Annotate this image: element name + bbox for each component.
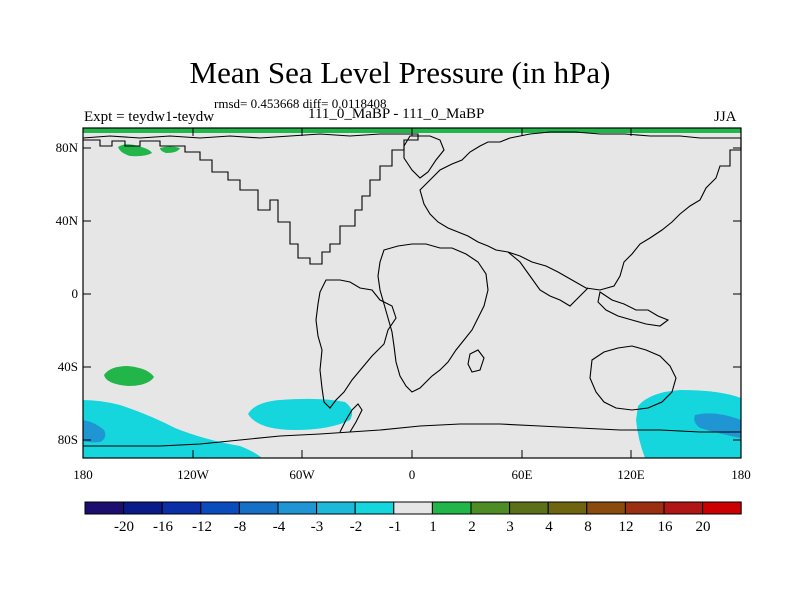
colorbar-swatch <box>238 501 279 515</box>
colorbar-label: -4 <box>272 519 286 535</box>
positive-anomaly-arctic-2 <box>160 146 180 153</box>
negative-anomaly-south-atlantic <box>248 398 353 430</box>
experiment-label: Expt = teydw1-teydw <box>84 109 215 125</box>
negative-anomaly-southwest <box>83 400 262 458</box>
colorbar-label: 8 <box>584 519 592 535</box>
colorbar-swatch <box>393 501 433 515</box>
lon-label-180e: 180 <box>731 467 751 482</box>
colorbar-swatch <box>663 501 704 515</box>
colorbar-label: 4 <box>545 519 553 535</box>
colorbar-label: -2 <box>349 519 363 535</box>
coastline-africa <box>377 243 489 393</box>
lat-label-40n: 40N <box>55 213 78 228</box>
colorbar-label: -8 <box>233 519 247 535</box>
coastline-greenland <box>403 135 445 179</box>
colorbar-label: -20 <box>114 519 134 535</box>
coastline-indonesia <box>597 291 670 327</box>
coastline-south-america <box>315 279 397 409</box>
coastline-antarctica <box>83 423 741 447</box>
positive-anomaly-south-pacific <box>104 366 154 386</box>
colorbar-label: -16 <box>153 519 173 535</box>
coastline-antarctic-peninsula <box>339 403 363 433</box>
colorbar-swatch <box>702 501 742 515</box>
negative-anomaly-southwest-strong <box>83 420 106 443</box>
coastline-madagascar <box>467 349 485 373</box>
colorbar <box>84 501 742 515</box>
colorbar-label: 12 <box>618 519 634 535</box>
lat-label-80n: 80N <box>55 140 78 155</box>
negative-anomaly-southeast <box>636 390 741 458</box>
season-label: JJA <box>714 109 737 125</box>
colorbar-swatch <box>123 501 163 515</box>
colorbar-swatch <box>586 501 626 515</box>
colorbar-swatch <box>316 501 356 515</box>
lon-label-120w: 120W <box>177 467 209 482</box>
colorbar-label: 1 <box>429 519 437 535</box>
lon-label-0: 0 <box>408 467 416 482</box>
colorbar-label: 20 <box>695 519 711 535</box>
lon-label-60w: 60W <box>289 467 315 482</box>
case-label: 111_0_MaBP - 111_0_MaBP <box>308 106 485 122</box>
coastlines <box>82 131 742 447</box>
colorbar-label: -1 <box>388 519 402 535</box>
axis-ticks <box>83 128 741 458</box>
colorbar-label: -12 <box>192 519 212 535</box>
lat-label-0: 0 <box>71 286 79 301</box>
colorbar-swatch <box>470 501 511 515</box>
lat-label-80s: 80S <box>57 432 78 447</box>
colorbar-label: 16 <box>657 519 673 535</box>
lat-label-40s: 40S <box>57 359 78 374</box>
lon-label-180w: 180 <box>73 467 93 482</box>
coastline-australia <box>589 345 677 411</box>
map-background <box>83 128 741 458</box>
colorbar-label: 3 <box>506 519 514 535</box>
lon-label-120e: 120E <box>617 467 645 482</box>
positive-anomaly-arctic-1 <box>118 144 152 157</box>
coastline-eurasia <box>419 131 742 291</box>
colorbar-swatch <box>161 501 202 515</box>
colorbar-label: -3 <box>310 519 324 535</box>
colorbar-swatch <box>547 501 588 515</box>
colorbar-swatch <box>431 501 472 515</box>
colorbar-swatch <box>624 501 665 515</box>
chart-title: Mean Sea Level Pressure (in hPa) <box>189 55 611 90</box>
coastline-asia-south <box>507 251 589 307</box>
colorbar-swatch <box>200 501 240 515</box>
colorbar-swatch <box>354 501 395 515</box>
colorbar-swatch <box>277 501 318 515</box>
colorbar-swatch <box>509 501 549 515</box>
colorbar-label: 2 <box>468 519 476 535</box>
coastline-north-america <box>82 133 419 265</box>
lon-label-60e: 60E <box>511 467 533 482</box>
colorbar-swatch <box>84 501 125 515</box>
stats-line: rmsd= 0.453668 diff= 0.0118408 <box>214 96 387 111</box>
